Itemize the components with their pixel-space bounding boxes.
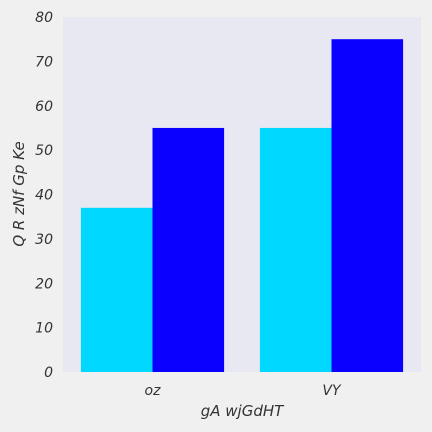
y-tick-label: 80 — [35, 10, 53, 26]
bar-oz-series-2 — [152, 127, 225, 372]
bar-oz-series-1 — [80, 207, 153, 372]
x-tick-label: oz — [145, 383, 162, 399]
y-tick-label: 50 — [35, 143, 53, 159]
x-tick-label: VY — [322, 383, 342, 399]
y-tick-label: 30 — [35, 232, 53, 248]
y-tick-label: 10 — [35, 321, 53, 337]
y-axis-label: Q R zNf Gp Ke — [10, 141, 28, 246]
y-tick-label: 0 — [44, 365, 53, 381]
x-tick-labels: oz VY — [145, 383, 342, 399]
y-tick-label: 60 — [35, 99, 53, 115]
y-tick-label: 70 — [35, 54, 53, 70]
bar-vy-series-1 — [259, 127, 332, 372]
y-tick-label: 20 — [35, 276, 53, 292]
x-axis-label: gA wjGdHT — [201, 402, 285, 420]
bar-vy-series-2 — [331, 39, 404, 372]
y-tick-label: 40 — [35, 188, 53, 204]
bars-group — [80, 39, 404, 372]
y-tick-labels: 0 10 20 30 40 50 60 70 80 — [35, 10, 53, 381]
